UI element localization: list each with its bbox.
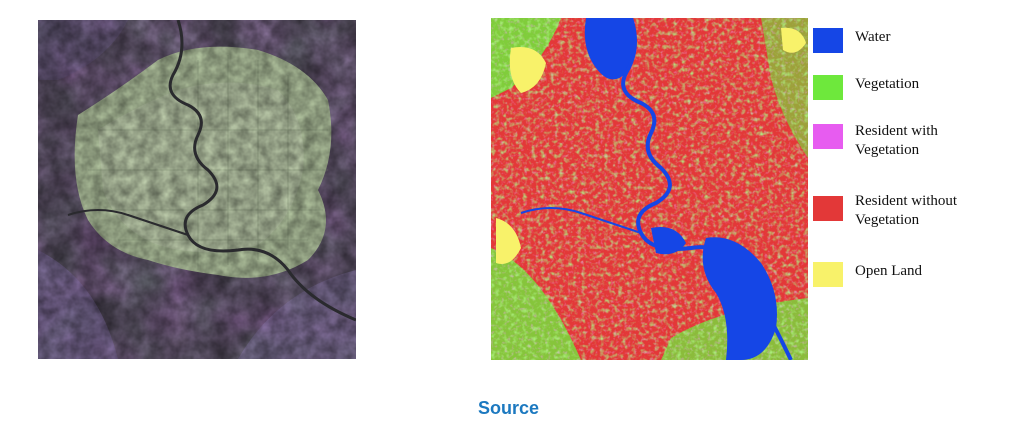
legend-label: Resident without Vegetation: [855, 193, 958, 228]
legend-swatch-open-land: [813, 262, 843, 287]
legend-swatch-vegetation: [813, 75, 843, 100]
map-legend: Water Vegetation Resident with Vegetatio…: [813, 28, 1013, 298]
legend-label: Water: [855, 29, 891, 45]
legend-label: Vegetation: [855, 76, 920, 92]
land-cover-classification-map: [491, 18, 808, 360]
legend-swatch-resident-without-vegetation: [813, 196, 843, 221]
legend-label: Open Land: [855, 263, 923, 279]
legend-swatch-resident-with-vegetation: [813, 124, 843, 149]
legend-label: Resident with Vegetation: [855, 123, 938, 158]
satellite-image: [38, 20, 356, 359]
legend-swatch-water: [813, 28, 843, 53]
source-link[interactable]: Source: [477, 398, 540, 418]
